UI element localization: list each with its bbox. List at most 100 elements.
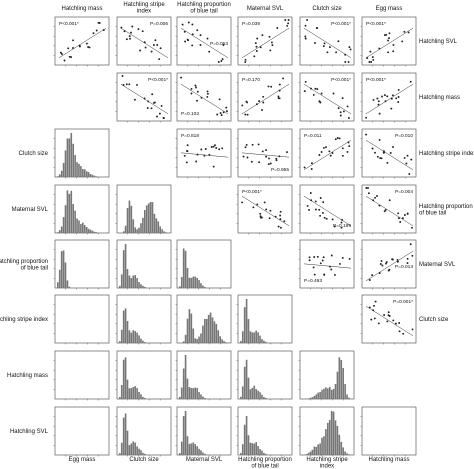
histogram-bar <box>124 308 127 343</box>
histogram-bar <box>184 355 187 399</box>
scatter-point <box>218 148 221 151</box>
scatter-point <box>349 48 352 51</box>
scatter-point <box>336 137 339 139</box>
scatter-point <box>255 50 258 52</box>
histogram-bar <box>265 341 267 343</box>
p-value-label: P<0.001* <box>366 77 386 83</box>
scatter-point <box>379 157 382 160</box>
histogram-bar <box>202 396 204 399</box>
scatter-point <box>401 40 404 43</box>
column-label: Maternal SVL <box>247 6 284 12</box>
column-label-line: index <box>320 464 334 469</box>
scatter-point <box>72 39 74 42</box>
scatter-point <box>263 201 266 204</box>
scatter-point <box>128 83 131 86</box>
histogram-bar <box>182 368 185 399</box>
histogram-bar <box>78 220 80 233</box>
histogram-bar <box>209 312 212 343</box>
scatter-point <box>348 145 351 148</box>
histogram-bar <box>309 451 312 455</box>
histogram-bar <box>80 166 82 177</box>
scatter-point <box>322 256 325 259</box>
scatter-point <box>387 311 390 314</box>
histogram-bar <box>182 248 185 288</box>
scatter-point <box>283 220 286 223</box>
histogram-bar <box>184 411 187 455</box>
histogram-bar <box>184 250 187 288</box>
histogram-bar <box>311 397 314 399</box>
scatter-point <box>279 214 282 217</box>
histogram-bar <box>70 133 73 177</box>
scatter-point <box>381 95 383 98</box>
scatter-point <box>388 268 391 271</box>
histogram-bar <box>132 219 135 233</box>
scatter-point <box>409 243 412 246</box>
histogram-bar <box>243 307 246 343</box>
scatter-point <box>278 83 281 86</box>
histogram-bar <box>128 445 131 455</box>
histogram-bar <box>134 227 137 233</box>
scatter-point <box>271 44 274 47</box>
histogram-bar <box>64 205 67 233</box>
histogram-bar <box>60 170 63 177</box>
scatter-point <box>389 152 392 154</box>
scatter-point <box>316 88 319 91</box>
panel-frame <box>54 294 110 344</box>
scatter-point <box>322 201 325 204</box>
scatter-point <box>397 212 400 215</box>
scatter-point <box>267 163 270 166</box>
p-value-label: P=0.189 <box>333 223 351 229</box>
histogram-bar <box>200 450 202 455</box>
histogram-bar <box>253 443 256 455</box>
histogram-bar <box>57 176 59 177</box>
scatter-point <box>398 322 401 324</box>
scatter-point <box>215 147 218 149</box>
scatter-point <box>158 112 161 115</box>
scatter-point <box>380 157 383 160</box>
histogram-bar <box>136 388 138 399</box>
scatter-point <box>265 155 268 158</box>
scatter-point <box>378 272 381 274</box>
scatter-point <box>381 264 384 267</box>
histogram-bar <box>240 396 242 399</box>
histogram-bar <box>257 332 259 343</box>
panel-frame <box>299 184 355 234</box>
p-value-label: P=0.006 <box>150 21 168 27</box>
histogram-bar <box>122 231 125 233</box>
histogram-bar <box>344 384 346 399</box>
panel-frame <box>237 72 293 122</box>
scatter-point <box>342 110 345 113</box>
row-label: Hatchling SVL <box>419 39 458 45</box>
scatter-point <box>184 40 187 43</box>
scatter-point <box>377 103 380 106</box>
scatter-point <box>368 279 371 281</box>
histogram-bar <box>190 387 193 399</box>
histogram-bar <box>190 277 193 288</box>
histogram-bar <box>140 338 142 343</box>
scatter-point <box>384 208 387 211</box>
histogram-bar <box>179 453 181 455</box>
histogram-bar <box>340 359 343 399</box>
histogram-bar <box>119 285 121 288</box>
scatter-point <box>405 162 408 165</box>
panel-frame <box>176 128 232 178</box>
scatter-point <box>259 215 262 218</box>
histogram-bar <box>149 201 152 233</box>
histogram-bar <box>58 269 61 288</box>
row-label-line: Clutch size <box>19 151 49 157</box>
scatter-point <box>407 31 410 34</box>
p-value-label: P=0.010 <box>395 133 413 139</box>
histogram-bar <box>144 210 146 233</box>
scatter-point <box>304 35 307 38</box>
histogram-bar <box>153 213 156 233</box>
histogram-bar <box>58 230 61 233</box>
scatter-point <box>199 44 202 46</box>
panel-frame <box>176 72 232 122</box>
histogram-bar <box>198 280 200 288</box>
histogram-bar <box>204 286 206 288</box>
histogram-bar <box>259 392 261 399</box>
column-label: Hatchling mass <box>61 6 102 12</box>
scatter-point <box>337 107 340 110</box>
histogram-bar <box>194 276 197 288</box>
column-label-line: of blue tail <box>190 9 217 15</box>
